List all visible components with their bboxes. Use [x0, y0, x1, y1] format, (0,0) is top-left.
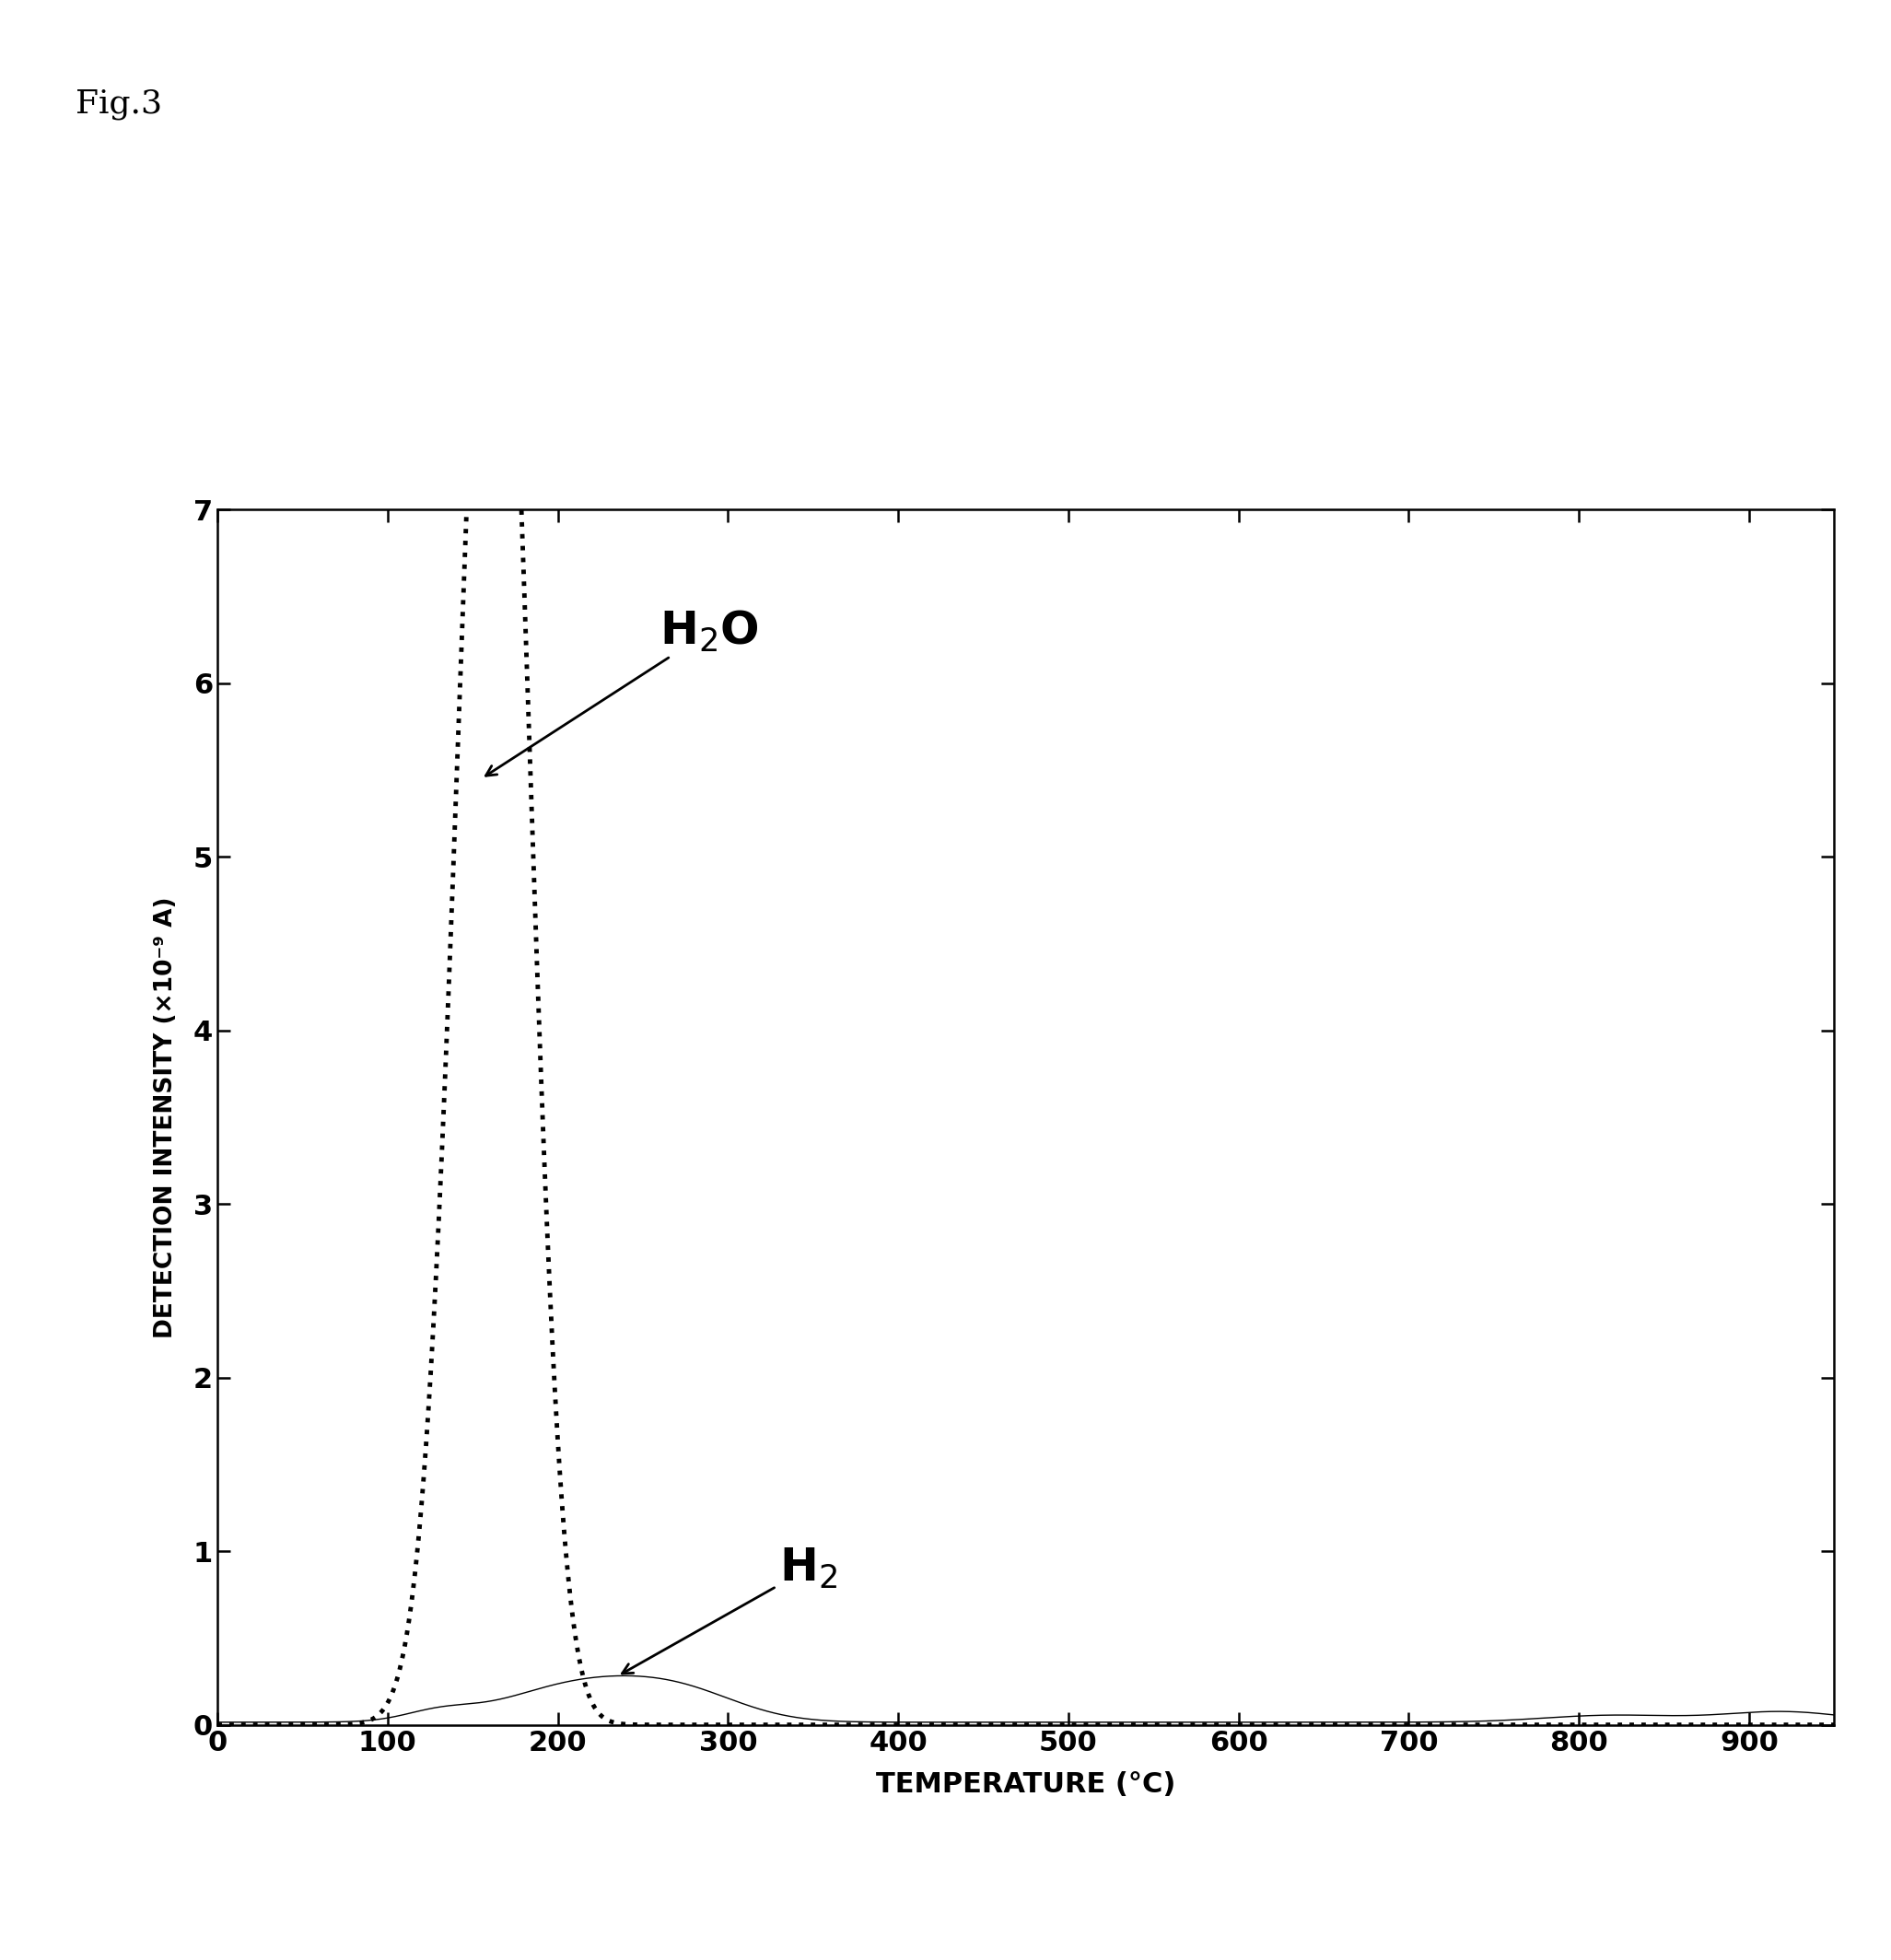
Text: Fig.3: Fig.3	[76, 88, 163, 120]
Y-axis label: DETECTION INTENSITY (×10⁻⁹ A): DETECTION INTENSITY (×10⁻⁹ A)	[153, 896, 178, 1339]
Text: H$_2$: H$_2$	[622, 1546, 838, 1674]
Text: H$_2$O: H$_2$O	[486, 608, 760, 776]
X-axis label: TEMPERATURE (°C): TEMPERATURE (°C)	[876, 1772, 1176, 1797]
